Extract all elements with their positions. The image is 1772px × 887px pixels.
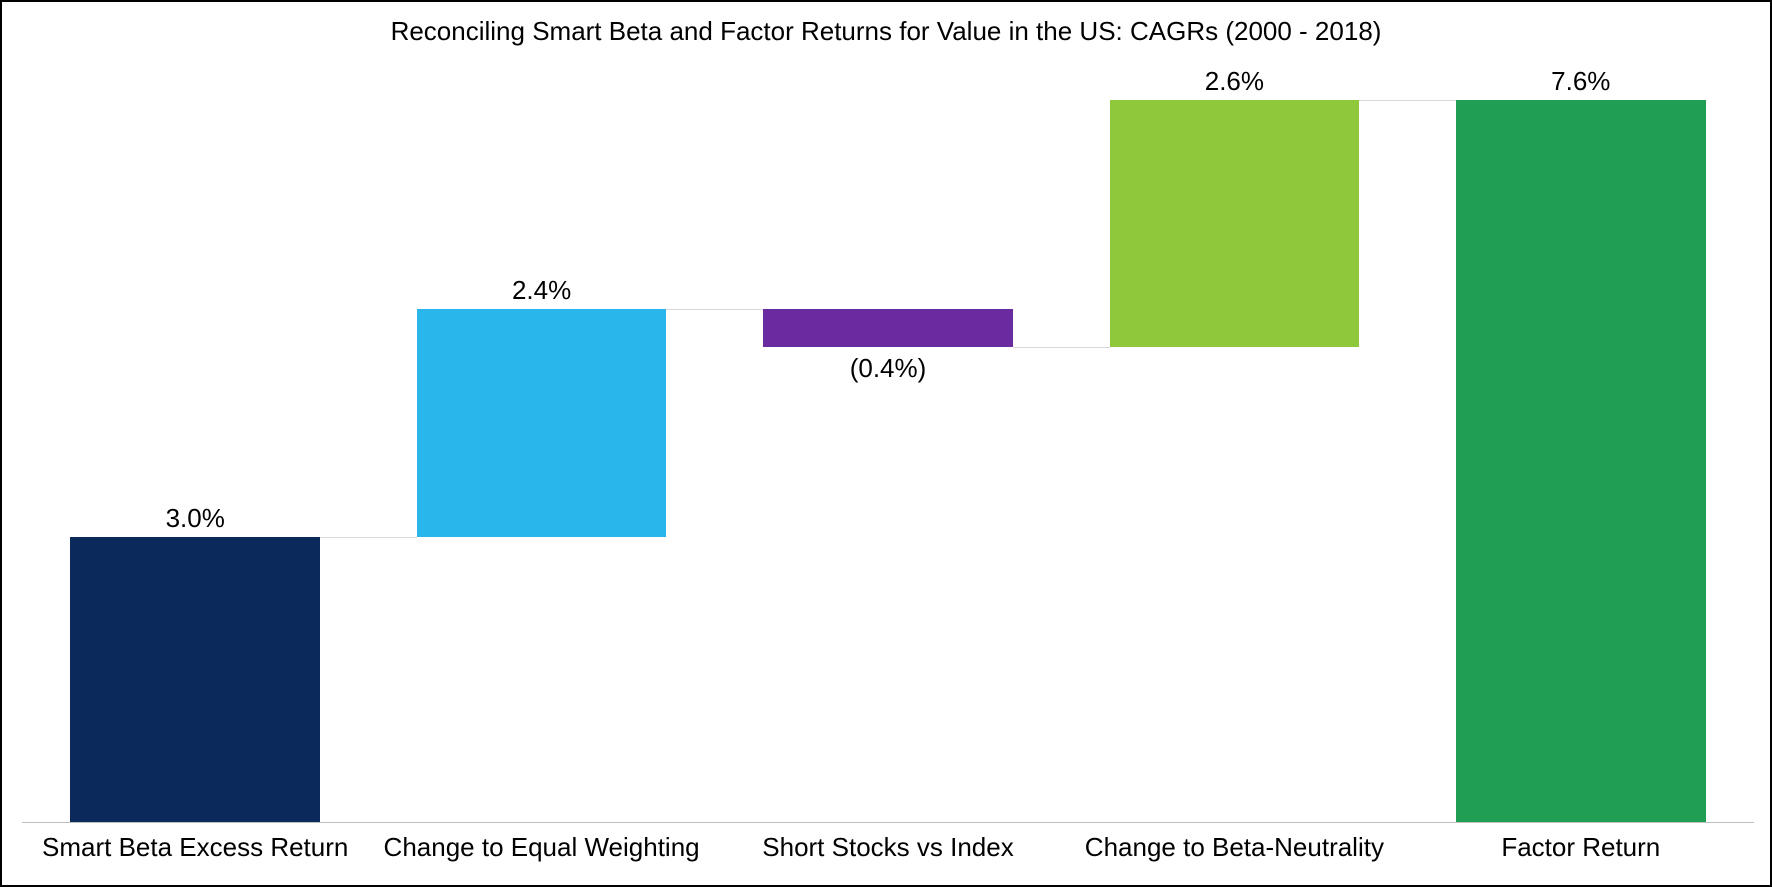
category-label: Short Stocks vs Index — [715, 832, 1061, 863]
waterfall-bar — [1456, 100, 1705, 822]
bar-value-label: 2.6% — [1061, 66, 1407, 97]
category-label: Change to Equal Weighting — [368, 832, 714, 863]
waterfall-bar — [763, 309, 1012, 347]
bar-value-label: 3.0% — [22, 503, 368, 534]
chart-title: Reconciling Smart Beta and Factor Return… — [2, 2, 1770, 53]
connector — [1359, 100, 1456, 101]
waterfall-bar — [1110, 100, 1359, 347]
bar-value-label: (0.4%) — [715, 353, 1061, 384]
chart-frame: Reconciling Smart Beta and Factor Return… — [0, 0, 1772, 887]
waterfall-bar — [417, 309, 666, 537]
connector — [666, 309, 763, 310]
category-label: Smart Beta Excess Return — [22, 832, 368, 863]
bar-value-label: 7.6% — [1408, 66, 1754, 97]
plot-area: 3.0%Smart Beta Excess Return2.4%Change t… — [22, 62, 1754, 822]
connector — [320, 537, 417, 538]
connector — [1013, 347, 1110, 348]
waterfall-bar — [70, 537, 319, 822]
bar-value-label: 2.4% — [368, 275, 714, 306]
baseline — [22, 822, 1754, 823]
category-label: Change to Beta-Neutrality — [1061, 832, 1407, 863]
category-label: Factor Return — [1408, 832, 1754, 863]
